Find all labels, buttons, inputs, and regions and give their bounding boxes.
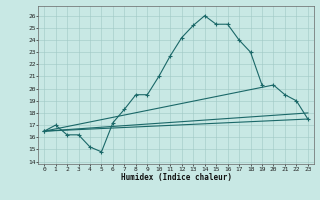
X-axis label: Humidex (Indice chaleur): Humidex (Indice chaleur)	[121, 173, 231, 182]
